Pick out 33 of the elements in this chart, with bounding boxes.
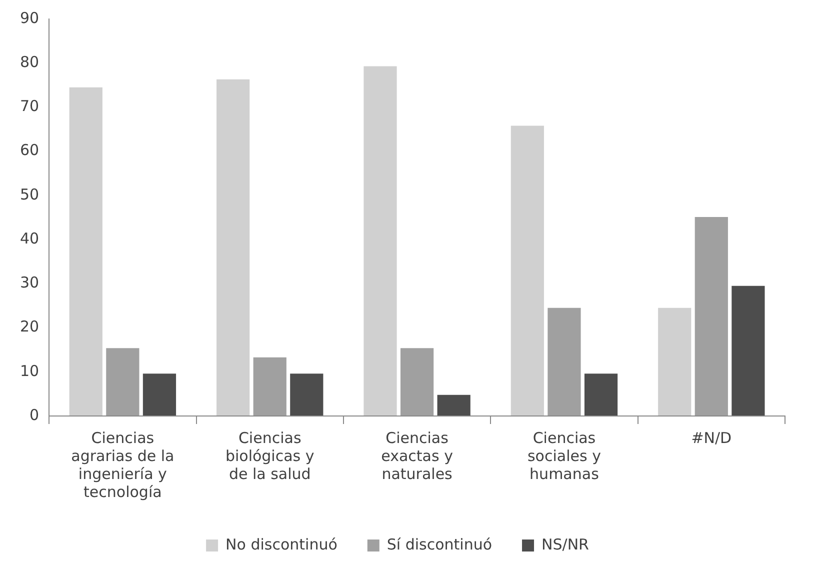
y-tick-label: 60 [20,141,40,160]
x-tick-label: Ciencias exactas y naturales [381,428,454,483]
y-tick-label: 0 [30,406,40,424]
y-tick-label: 10 [20,362,40,380]
legend-label: Sí discontinuó [386,535,492,554]
y-tick-label: 50 [20,185,40,204]
y-tick-label: 70 [20,97,40,116]
y-tick-label: 30 [20,274,40,292]
x-tick-label: #N/D [691,428,732,447]
bar [694,217,728,416]
legend-label: NS/NR [542,535,589,554]
bar [732,286,765,416]
x-tick-label: Ciencias agrarias de la ingeniería y tecnología [71,428,174,501]
x-tick-label: Ciencias sociales y humanas [527,428,602,483]
bar [584,374,618,416]
bar [437,394,470,416]
bar [69,87,102,416]
bar [548,308,581,416]
bar [106,348,140,416]
bar [253,357,286,416]
y-tick-label: 20 [20,318,40,336]
bar [290,374,324,416]
bar [216,79,250,416]
bar [658,308,692,416]
x-tick-label: Ciencias biológicas y de la salud [225,428,314,483]
bar [364,66,397,416]
y-tick-label: 40 [20,229,40,248]
bar [142,374,176,416]
y-tick-label: 90 [20,8,40,27]
legend-label: No discontinuó [226,535,338,554]
y-tick-label: 80 [20,53,40,71]
bar [510,126,544,416]
bar [400,348,434,416]
